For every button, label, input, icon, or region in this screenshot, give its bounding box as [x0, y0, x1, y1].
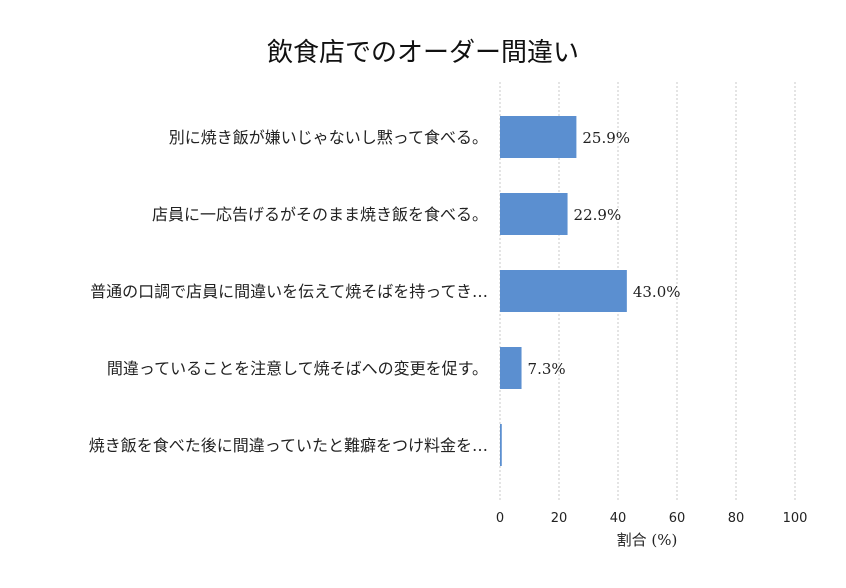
x-tick-60: 60	[669, 511, 686, 526]
bar-3	[500, 270, 627, 312]
category-label-4: 間違っていることを注意して焼そばへの変更を促す。	[107, 359, 488, 378]
bar-4	[500, 347, 522, 389]
x-tick-0: 0	[496, 511, 504, 526]
category-label-3: 普通の口調で店員に間違いを伝えて焼そばを持ってき…	[90, 282, 488, 301]
category-labels: 別に焼き飯が嫌いじゃないし黙って食べる。店員に一応告げるがそのまま焼き飯を食べる…	[89, 128, 488, 455]
bar-1	[500, 116, 577, 158]
bar-2	[500, 193, 568, 235]
value-label-2: 22.9%	[574, 206, 622, 224]
x-axis-label: 割合 (%)	[617, 531, 678, 549]
value-label-4: 7.3%	[528, 360, 566, 378]
value-label-1: 25.9%	[582, 129, 630, 147]
x-tick-80: 80	[728, 511, 745, 526]
value-labels: 25.9% 22.9% 43.0% 7.3%	[528, 129, 681, 378]
chart-title: 飲食店でのオーダー間違い	[267, 38, 579, 68]
bar-5	[500, 424, 502, 466]
x-tick-100: 100	[783, 511, 808, 526]
category-label-2: 店員に一応告げるがそのまま焼き飯を食べる。	[152, 205, 488, 224]
category-label-1: 別に焼き飯が嫌いじゃないし黙って食べる。	[169, 128, 488, 147]
x-tick-labels: 0 20 40 60 80 100	[496, 511, 808, 526]
x-tick-20: 20	[551, 511, 568, 526]
bars	[500, 116, 627, 466]
x-tick-40: 40	[610, 511, 627, 526]
category-label-5: 焼き飯を食べた後に間違っていたと難癖をつけ料金を…	[89, 436, 488, 455]
value-label-3: 43.0%	[633, 283, 681, 301]
